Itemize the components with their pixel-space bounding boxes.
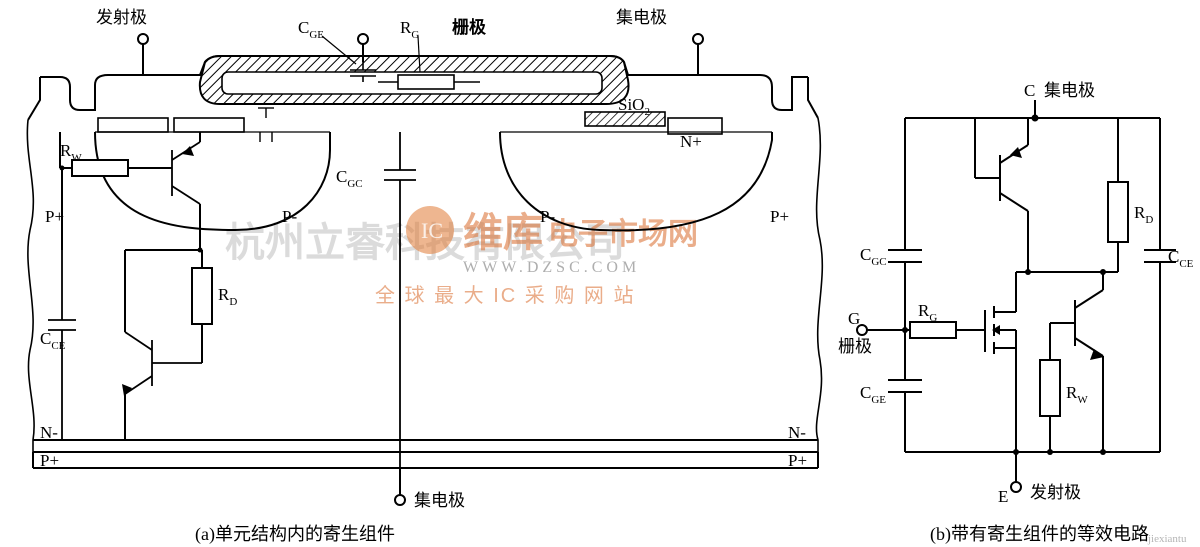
lbl-emitter-top: 发射极: [96, 8, 147, 27]
svg-text:P-: P-: [282, 207, 297, 226]
svg-text:E: E: [998, 487, 1008, 506]
right-figure: [857, 100, 1176, 492]
lbl-collector-top: 集电极: [616, 8, 667, 27]
svg-text:IC: IC: [421, 218, 443, 243]
svg-text:集电极: 集电极: [1044, 81, 1095, 100]
caption-a: (a)单元结构内的寄生组件: [195, 524, 395, 545]
svg-text:RW: RW: [60, 141, 82, 164]
svg-text:C: C: [1024, 81, 1035, 100]
svg-text:CGC: CGC: [336, 167, 363, 190]
svg-text:RG: RG: [400, 18, 419, 41]
wm-tail: 电子市场网: [548, 217, 698, 251]
svg-text:N+: N+: [680, 132, 702, 151]
svg-text:CGC: CGC: [860, 245, 887, 268]
svg-text:P-: P-: [540, 207, 555, 226]
svg-text:栅极: 栅极: [838, 337, 872, 356]
wm-corner: jiexiantu: [1147, 533, 1187, 545]
svg-text:CCE: CCE: [1168, 247, 1194, 270]
svg-text:P+: P+: [40, 451, 59, 470]
lbl-gate-top: 栅极: [452, 17, 486, 37]
svg-text:RW: RW: [1066, 383, 1088, 406]
svg-text:RG: RG: [918, 301, 937, 324]
svg-text:N-: N-: [40, 423, 58, 442]
svg-text:CGE: CGE: [860, 383, 886, 406]
svg-text:发射极: 发射极: [1030, 483, 1081, 502]
svg-text:P+: P+: [770, 207, 789, 226]
caption-b: (b)带有寄生组件的等效电路: [930, 524, 1149, 545]
wm-brand: 维库: [463, 211, 543, 255]
svg-text:CGE: CGE: [298, 18, 324, 41]
svg-text:N-: N-: [788, 423, 806, 442]
wm-slogan: 全 球 最 大 IC 采 购 网 站: [375, 284, 635, 307]
svg-text:P+: P+: [788, 451, 807, 470]
wm-url: WWW.DZSC.COM: [463, 259, 640, 276]
svg-text:RD: RD: [1134, 203, 1153, 226]
left-figure: [27, 34, 822, 505]
svg-text:P+: P+: [45, 207, 64, 226]
svg-text:RD: RD: [218, 285, 237, 308]
lbl-collector-bottom: 集电极: [414, 491, 465, 510]
svg-text:G: G: [848, 309, 860, 328]
